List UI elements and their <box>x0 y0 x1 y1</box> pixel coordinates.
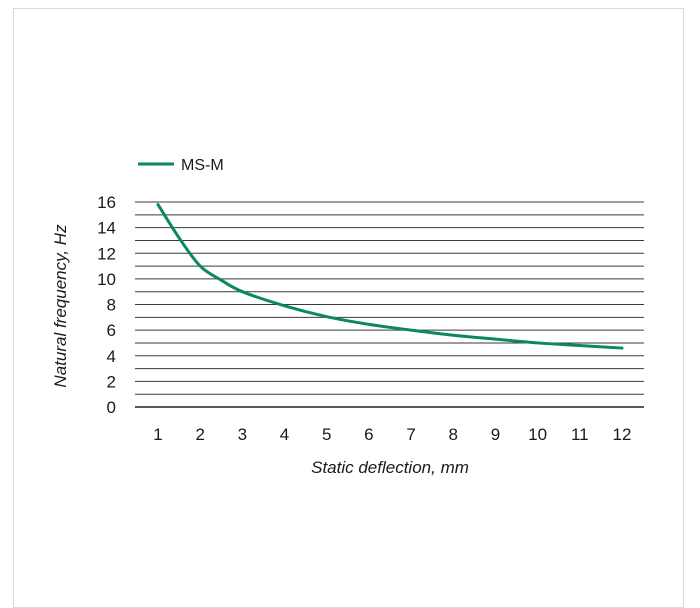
x-tick-label: 12 <box>613 425 632 444</box>
x-tick-label: 4 <box>280 425 289 444</box>
x-tick-label: 11 <box>571 425 589 444</box>
y-tick-label: 8 <box>107 296 116 315</box>
x-tick-label: 5 <box>322 425 331 444</box>
chart-frame <box>13 8 684 608</box>
y-tick-label: 14 <box>97 219 116 238</box>
x-tick-label: 1 <box>153 425 162 444</box>
x-tick-label: 2 <box>195 425 204 444</box>
y-tick-label: 6 <box>107 321 116 340</box>
series-lines <box>156 203 624 350</box>
x-axis-title: Static deflection, mm <box>311 458 469 477</box>
x-tick-label: 8 <box>449 425 458 444</box>
legend: MS-M <box>138 157 224 174</box>
y-tick-label: 0 <box>107 398 116 417</box>
x-tick-label: 7 <box>406 425 415 444</box>
y-tick-label: 12 <box>97 244 116 263</box>
y-tick-label: 4 <box>107 347 116 366</box>
y-tick-label: 16 <box>97 193 116 212</box>
series-line-ms-m <box>156 203 624 350</box>
y-tick-label: 10 <box>97 270 116 289</box>
x-tick-label: 3 <box>238 425 247 444</box>
x-tick-label: 6 <box>364 425 373 444</box>
y-axis-title: Natural frequency, Hz <box>51 224 70 388</box>
legend-label: MS-M <box>181 157 224 174</box>
y-tick-labels: 0 2 4 6 8 10 12 14 16 <box>97 193 116 417</box>
gridlines <box>135 201 644 395</box>
y-tick-label: 2 <box>107 372 116 391</box>
x-tick-labels: 1 2 3 4 5 6 7 8 9 10 11 12 <box>153 425 631 444</box>
x-tick-label: 9 <box>491 425 500 444</box>
x-tick-label: 10 <box>528 425 547 444</box>
